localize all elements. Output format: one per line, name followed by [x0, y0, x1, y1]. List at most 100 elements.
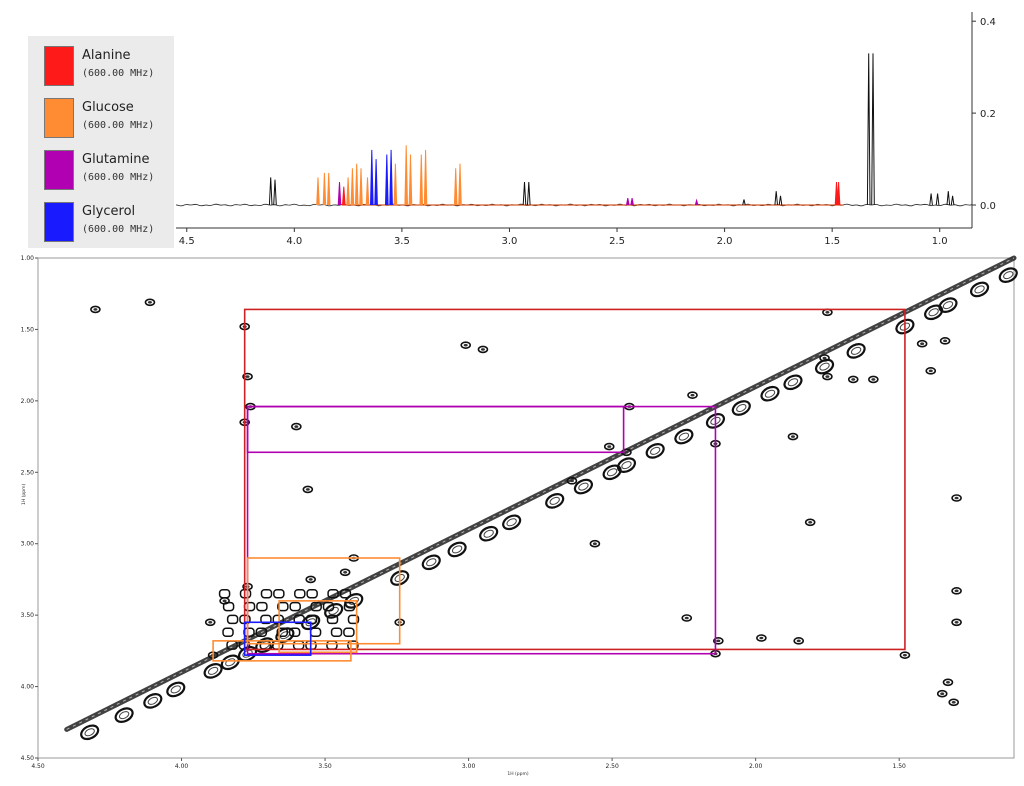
diagonal-peak-inner	[207, 666, 219, 675]
x-tick-label: 3.5	[394, 236, 410, 247]
spectrum-peak	[946, 191, 951, 206]
legend-item-glycerol[interactable]: Glycerol (600.00 MHz)	[44, 202, 174, 244]
legend-frequency: (600.00 MHz)	[82, 172, 155, 183]
spectrum-peak	[389, 149, 393, 206]
cross-peak	[916, 339, 928, 348]
diagonal-peak	[390, 570, 410, 586]
cross-peak-core	[222, 599, 227, 603]
diagonal-peak	[760, 385, 780, 402]
spectrum-1d: 4.5 4.0 3.5 3.0 2.5 2.0 1.5 1.0 0.4 0.2 0.0	[175, 12, 996, 247]
legend-swatch-alanine	[44, 46, 74, 86]
cross-peak	[460, 341, 472, 349]
spectrum-peak	[935, 193, 940, 206]
diagonal-peak	[479, 525, 499, 542]
cross-peak	[951, 618, 962, 627]
cross-peak-core	[93, 308, 98, 311]
diagonal-peak	[143, 693, 163, 709]
cluster-peak	[343, 601, 356, 612]
x-tick-label: 2.0	[717, 236, 733, 247]
cross-peak-core	[796, 639, 801, 643]
legend-name: Glucose	[82, 100, 134, 115]
y-tick-label: 0.0	[980, 201, 996, 212]
cluster-peak	[260, 614, 272, 625]
spectrum-peak	[370, 149, 374, 206]
cross-peak-core	[943, 339, 948, 343]
cross-peak-core	[902, 653, 907, 657]
cluster-peak	[326, 614, 339, 625]
legend-swatch-glycerol	[44, 202, 74, 242]
diagonal-peak	[545, 493, 565, 509]
cross-peak-core	[790, 435, 795, 438]
diagonal-peak	[421, 554, 441, 571]
spectrum-peak	[365, 177, 370, 206]
legend-item-glucose[interactable]: Glucose (600.00 MHz)	[44, 98, 174, 140]
legend-item-glutamine[interactable]: Glutamine (600.00 MHz)	[44, 150, 174, 192]
spectrum-peak	[458, 163, 462, 206]
x-tick-label: 4.0	[286, 236, 302, 247]
cross-peak-core	[569, 479, 574, 483]
diagonal-peak	[895, 318, 915, 335]
y-tick-label: 3.00	[21, 541, 35, 548]
x-tick-label: 2.00	[749, 763, 763, 770]
cross-peak	[868, 375, 879, 384]
legend-frequency: (600.00 MHz)	[82, 120, 155, 131]
spectrum-peak	[626, 198, 630, 206]
diagonal-peak-inner	[606, 468, 618, 477]
cross-peak-core	[871, 378, 876, 381]
cross-peak	[847, 375, 859, 384]
cross-peak-core	[624, 450, 629, 454]
cluster-peak	[222, 601, 235, 612]
diagonal-peak-inner	[650, 446, 661, 455]
cross-peak	[687, 391, 698, 399]
cross-peak-core	[954, 620, 959, 624]
cross-peak-core	[945, 680, 950, 684]
spectrum-peak	[522, 181, 527, 206]
cross-peak-core	[294, 425, 299, 428]
y-axis-label: 1H (ppm)	[21, 483, 27, 505]
spectrum-peak	[322, 172, 327, 206]
diagonal-band-contour	[66, 257, 1015, 730]
spin-system-box-glutamine	[246, 405, 717, 655]
spectrum-peak	[354, 163, 359, 206]
cluster-peak	[255, 627, 268, 638]
diagonal-peak-inner	[899, 322, 911, 331]
diagonal-peak	[166, 681, 186, 698]
spectrum-peak	[866, 53, 871, 206]
diagonal-peak-inner	[170, 685, 181, 694]
diagonal-peak	[938, 297, 958, 313]
diagonal-peak	[502, 514, 522, 531]
diagonal-peak	[447, 541, 467, 558]
diagonal-peak	[80, 724, 100, 741]
legend-item-alanine[interactable]: Alanine (600.00 MHz)	[44, 46, 174, 88]
diagonal-peak-inner	[787, 378, 799, 387]
cross-peak-core	[954, 496, 959, 500]
diagonal-peak	[602, 464, 622, 481]
diagonal-peak	[705, 413, 726, 429]
cluster-peak	[260, 588, 273, 599]
y-tick-label: 0.4	[980, 17, 996, 28]
cross-peak	[90, 305, 101, 314]
cross-peak	[339, 568, 351, 577]
cross-peak-core	[607, 445, 612, 448]
diagonal-peak-inner	[928, 308, 939, 317]
diagonal-peak	[969, 281, 990, 298]
cluster-peak	[310, 601, 322, 612]
spectrum-peak	[393, 163, 398, 206]
cluster-peak	[306, 588, 318, 599]
spin-system-box-glycerol	[243, 621, 312, 656]
cross-peak	[305, 575, 317, 584]
cluster-peak	[343, 627, 355, 638]
cluster-peak	[339, 588, 352, 599]
cross-peak	[939, 337, 951, 345]
legend-name: Glycerol	[82, 204, 136, 219]
cross-peak-core	[245, 375, 250, 378]
cross-peak	[589, 539, 601, 548]
diagonal-peak-inner	[328, 606, 339, 615]
diagonal-peak-inner	[764, 389, 776, 398]
x-axis-label: 1H (ppm)	[507, 771, 529, 777]
y-tick-label: 4.00	[21, 684, 35, 691]
diagonal-peak-inner	[549, 496, 560, 505]
diagonal-peak-inner	[451, 545, 463, 554]
y-tick-label: 3.50	[21, 612, 35, 619]
diagonal-peak	[645, 443, 665, 459]
